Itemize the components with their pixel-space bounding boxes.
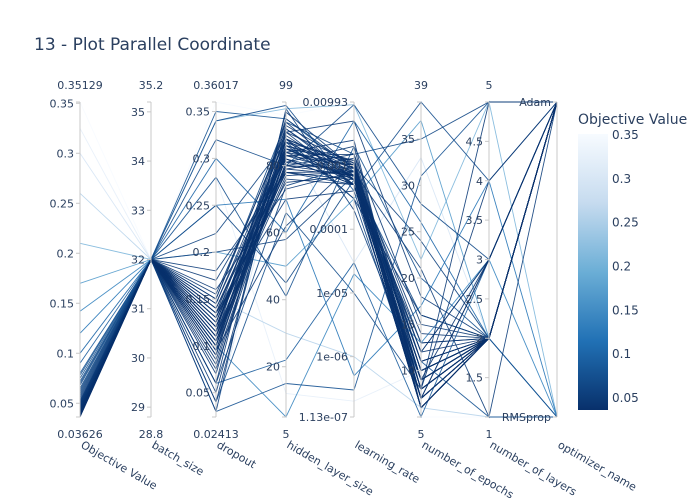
tick-label: 0.35 (50, 97, 75, 110)
colorbar-tick: 0.1 (612, 347, 631, 361)
tick-label: 4.5 (466, 135, 484, 148)
tick-label: 0.3 (193, 152, 211, 165)
tick-label: 0.3 (57, 147, 75, 160)
tick-label: 3 (476, 254, 483, 267)
axis-range-min: 5 (418, 428, 425, 441)
record-line-52 (79, 101, 557, 391)
tick-label: 2 (476, 332, 483, 345)
axis-2[interactable]: 0.05 0.1 0.15 0.2 0.25 0.3 0.35 0.36017 0.02413d… (186, 79, 259, 471)
record-line-45 (79, 101, 558, 404)
axis-range-min: 28.8 (139, 428, 164, 441)
tick-label: 20 (401, 272, 415, 285)
record-line-61 (79, 120, 558, 418)
colorbar-tick: 0.05 (612, 391, 639, 405)
tick-label: 0.15 (186, 293, 211, 306)
axis-range-max: 0.36017 (193, 79, 239, 92)
axis-range-max: 35.2 (139, 79, 164, 92)
axis-range-max: 39 (414, 79, 428, 92)
record-line-69 (79, 101, 557, 418)
colorbar-tick: 0.15 (612, 303, 639, 317)
colorbar-gradient (578, 134, 608, 410)
tick-label: 80 (266, 160, 280, 173)
tick-label: 0.00993 (303, 96, 349, 109)
record-line-56 (79, 101, 558, 382)
tick-label: 32 (131, 254, 145, 267)
tick-label: 34 (131, 155, 145, 168)
tick-label: 33 (131, 204, 145, 217)
tick-label: 0.1 (193, 340, 211, 353)
axis-range-max: 99 (279, 79, 293, 92)
tick-label: 0.0001 (310, 223, 349, 236)
axis-range-max: 5 (486, 79, 493, 92)
record-line-42 (79, 101, 558, 405)
record-line-0 (79, 101, 558, 418)
tick-label: 3.5 (466, 214, 484, 227)
axis-range-min: 0.03626 (57, 428, 103, 441)
tick-label: 0.25 (50, 197, 75, 210)
axis-range-max: 0.35129 (57, 79, 103, 92)
tick-label: Adam (519, 96, 551, 109)
tick-label: 60 (266, 227, 280, 240)
colorbar-tick: 0.35 (612, 128, 639, 142)
tick-label: 10 (401, 365, 415, 378)
colorbar: Objective Value 0.35 0.3 0.25 0.2 0.15 0.1 0.0… (578, 112, 687, 410)
tick-label: 0.1 (57, 347, 75, 360)
record-line-57 (79, 145, 558, 418)
polyline-group (79, 100, 558, 419)
axis-range-min: 5 (283, 428, 290, 441)
record-line-5 (79, 101, 558, 416)
tick-label: 2.5 (466, 293, 484, 306)
tick-label: 0.2 (193, 246, 211, 259)
tick-label: 1.5 (466, 372, 484, 385)
tick-label: RMSprop (502, 411, 551, 424)
colorbar-title: Objective Value (578, 112, 687, 128)
tick-label: 35 (401, 133, 415, 146)
tick-label: 0.05 (186, 387, 211, 400)
record-line-37 (79, 101, 558, 407)
tick-label: 31 (131, 303, 145, 316)
tick-label: 30 (401, 179, 415, 192)
dimension-label: batch_size (150, 438, 207, 478)
tick-label: 35 (131, 106, 145, 119)
dimension-label: Objective Value (79, 438, 160, 492)
tick-label: 1.13e-07 (299, 411, 348, 424)
record-line-27 (79, 101, 558, 411)
colorbar-tick: 0.3 (612, 172, 631, 186)
record-line-2 (79, 101, 558, 417)
chart-title: 13 - Plot Parallel Coordinate (34, 35, 271, 55)
tick-label: 0.001 (317, 160, 349, 173)
tick-label: 40 (266, 294, 280, 307)
colorbar-tick: 0.2 (612, 260, 631, 274)
tick-label: 15 (401, 318, 415, 331)
record-line-1 (79, 101, 558, 417)
tick-label: 1e-06 (316, 351, 348, 364)
record-line-54 (79, 101, 558, 386)
tick-label: 25 (401, 226, 415, 239)
tick-label: 20 (266, 361, 280, 374)
tick-label: 0.35 (186, 106, 211, 119)
colorbar-tick: 0.25 (612, 216, 639, 230)
tick-label: 30 (131, 352, 145, 365)
tick-label: 29 (131, 401, 145, 414)
tick-label: 0.2 (57, 247, 75, 260)
tick-label: 1e-05 (316, 287, 348, 300)
axis-range-min: 1 (486, 428, 493, 441)
dimension-label: dropout (215, 438, 259, 471)
tick-label: 0.05 (50, 397, 75, 410)
tick-label: 0.15 (50, 297, 75, 310)
tick-label: 0.25 (186, 199, 211, 212)
axis-range-min: 0.02413 (193, 428, 239, 441)
tick-label: 4 (476, 175, 483, 188)
